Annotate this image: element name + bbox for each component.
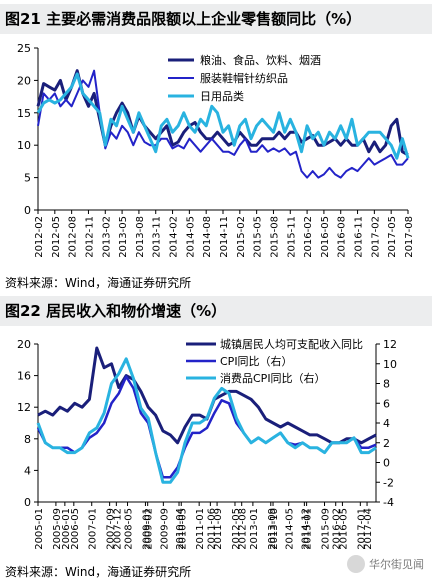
chart1-x-tick-label: 2015-11: [286, 216, 297, 258]
chart2-left-tick-label: 8: [24, 433, 31, 446]
chart1-legend-label: 日用品类: [200, 89, 244, 103]
chart1-x-tick-label: 2017-08: [404, 216, 415, 258]
chart2-x-tick-label: 2013-10: [269, 508, 280, 550]
chart1-source: 资料来源：Wind，海通证券研究所: [5, 276, 192, 290]
chart1-x-tick-label: 2015-08: [269, 216, 280, 258]
chart1-x-tick-label: 2013-02: [101, 216, 112, 258]
chart2-x-tick-label: 2009-09: [159, 508, 170, 550]
chart2-x-tick-label: 2006-05: [70, 508, 81, 550]
chart2-legend-label: 消费品CPI同比（右）: [220, 371, 326, 385]
chart1-x-tick-label: 2017-02: [370, 216, 381, 258]
chart1-y-tick-label: 0: [24, 204, 31, 217]
chart1-y-tick-label: 5: [24, 172, 31, 185]
chart1-series-line: [36, 72, 410, 160]
chart2-x-tick-label: 2016-05: [338, 508, 349, 550]
chart2-legend-label: 城镇居民人均可支配收入同比: [220, 337, 363, 351]
chart2-x-tick-label: 2016-02: [332, 508, 343, 550]
chart2-right-tick-label: 10: [383, 358, 397, 371]
chart2-series-line: [36, 357, 377, 484]
chart2-legend-label: CPI同比（右）: [220, 354, 293, 368]
chart1-x-tick-label: 2016-05: [320, 216, 331, 258]
chart1-y-tick-label: 15: [17, 107, 31, 120]
chart2-x-tick-label: 2010-05: [177, 508, 188, 550]
watermark-text: 华尔街见闻: [369, 558, 424, 571]
chart2-right-tick-label: 12: [383, 338, 397, 351]
chart2-x-tick-label: 2012-05: [231, 508, 242, 550]
chart2-x-tick-label: 2013-09: [267, 508, 278, 550]
chart1-x-tick-label: 2015-02: [236, 216, 247, 258]
chart2-x-tick-label: 2014-12: [300, 508, 311, 550]
chart2-x-tick-label: 2014-05: [285, 508, 296, 550]
chart2-series-line: [36, 375, 377, 479]
chart2-x-tick-label: 2013-01: [249, 508, 260, 550]
chart1-y-tick-label: 20: [17, 74, 31, 87]
chart2-x-tick-label: 2007-01: [88, 508, 99, 550]
chart1-y-tick-label: 25: [17, 42, 31, 55]
chart2-x-tick-label: 2007-09: [106, 508, 117, 550]
chart1-x-tick-label: 2016-11: [354, 216, 365, 258]
chart2-x-tick-label: 2009-02: [144, 508, 155, 550]
chart2-x-tick-label: 2017-04: [363, 508, 374, 550]
chart1-x-tick-label: 2012-11: [84, 216, 95, 258]
chart2-x-tick-label: 2005-01: [34, 508, 45, 550]
chart1-x-tick-label: 2012-05: [51, 216, 62, 258]
chart2-x-tick-label: 2015-09: [321, 508, 332, 550]
chart1-svg: 0 5 10 15 20 25 2012-02 2012-05 2012-08 2012-11 20…: [17, 42, 415, 258]
chart1-x-tick-label: 2016-08: [337, 216, 348, 258]
chart2-right-tick-label: 0: [383, 457, 390, 470]
chart1-x-tick-label: 2012-08: [68, 216, 79, 258]
chart2-left-tick-label: 16: [17, 370, 31, 383]
chart1-x-tick-label: 2014-05: [185, 216, 196, 258]
watermark-logo-icon: [347, 555, 365, 573]
chart2-x-tick-label: 2010-04: [175, 508, 186, 550]
chart2-x-tick-label: 2011-09: [213, 508, 224, 550]
chart1-x-tick-label: 2014-08: [202, 216, 213, 258]
chart1-x-tick-label: 2016-02: [303, 216, 314, 258]
chart2-x-tick-label: 2007-12: [112, 508, 123, 550]
chart2-x-tick-label: 2009-01: [141, 508, 152, 550]
chart1-y-tick-label: 10: [17, 139, 31, 152]
chart2-source: 资料来源：Wind，海通证券研究所: [5, 565, 192, 579]
chart2-right-tick-label: 8: [383, 378, 390, 391]
chart1-x-tick-label: 2013-11: [152, 216, 163, 258]
chart2-right-tick-label: -2: [383, 476, 394, 489]
chart2-x-tick-label: 2005-09: [52, 508, 63, 550]
chart1-x-tick-label: 2015-05: [253, 216, 264, 258]
chart1-x-tick-label: 2012-02: [34, 216, 45, 258]
chart1-x-tick-label: 2014-02: [169, 216, 180, 258]
chart2-x-tick-label: 2006-01: [61, 508, 72, 550]
chart2-right-tick-label: 2: [383, 437, 390, 450]
chart1-x-tick-label: 2017-05: [387, 216, 398, 258]
watermark: 华尔街见闻: [347, 555, 424, 573]
chart2-x-tick-label: 2015-01: [303, 508, 314, 550]
chart1-legend-label: 服装鞋帽针纺织品: [200, 71, 288, 85]
chart1-x-tick-label: 2014-11: [219, 216, 230, 258]
chart2-right-tick-label: 4: [383, 417, 390, 430]
chart1-title: 图21 主要必需消费品限额以上企业零售额同比（%）: [0, 4, 432, 34]
chart2-left-tick-label: 12: [17, 401, 31, 414]
chart1-x-tick-label: 2013-05: [118, 216, 129, 258]
chart2-title: 图22 居民收入和物价增速（%）: [0, 296, 432, 326]
chart2-x-tick-label: 2011-06: [206, 508, 217, 550]
chart2-x-tick-label: 2017-01: [356, 508, 367, 550]
chart2-left-tick-label: 20: [17, 338, 31, 351]
chart2-right-tick-label: 6: [383, 397, 390, 410]
chart2-x-tick-label: 2008-05: [124, 508, 135, 550]
chart1-x-tick-label: 2013-08: [135, 216, 146, 258]
chart2-left-tick-label: 4: [24, 464, 31, 477]
chart1-legend-label: 粮油、食品、饮料、烟酒: [200, 53, 321, 67]
chart2-x-tick-label: 2011-01: [195, 508, 206, 550]
chart2-right-tick-label: -4: [383, 496, 394, 509]
chart2-left-tick-label: 0: [24, 496, 31, 509]
chart2-x-tick-label: 2012-08: [238, 508, 249, 550]
